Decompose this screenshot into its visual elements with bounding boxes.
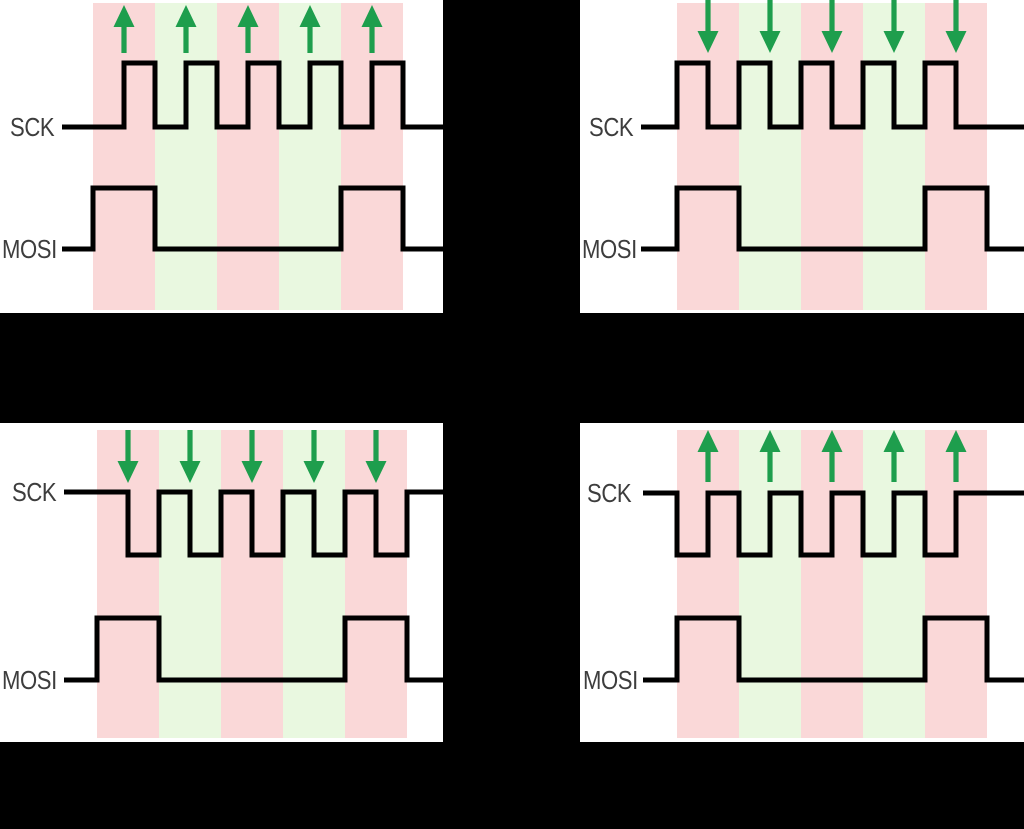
- sample-edge-arrow-down: [179, 430, 201, 483]
- timing-panel-bottom-right: SCK MOSI: [580, 423, 1024, 742]
- sck-waveform: [62, 60, 443, 130]
- sample-edge-arrow-up: [361, 5, 383, 53]
- sample-edge-arrow-up: [237, 5, 259, 53]
- sample-edge-arrow-up: [697, 430, 719, 482]
- sample-edge-arrow-down: [759, 0, 781, 53]
- waveform-canvas: [64, 430, 443, 738]
- bit-cell-band-green: [279, 3, 341, 310]
- waveform-canvas: [62, 3, 443, 310]
- sample-edge-arrow-up: [945, 430, 967, 482]
- sample-edge-arrow-down: [883, 0, 905, 53]
- sample-edge-arrow-up: [821, 430, 843, 482]
- mosi-label: MOSI: [2, 234, 57, 264]
- mosi-waveform: [641, 185, 1024, 252]
- sample-edge-arrow-down: [697, 0, 719, 53]
- sck-label: SCK: [587, 478, 632, 508]
- sck-waveform: [64, 489, 443, 558]
- sample-edge-arrow-down: [117, 430, 139, 483]
- sample-edge-arrow-up: [299, 5, 321, 53]
- sck-waveform: [641, 60, 1024, 130]
- sample-edge-arrow-down: [241, 430, 263, 483]
- sck-waveform: [643, 490, 1024, 558]
- bit-cell-band-green: [863, 3, 925, 310]
- mosi-label: MOSI: [2, 665, 57, 695]
- bit-cell-band-green: [155, 3, 217, 310]
- bit-cell-band-green: [739, 3, 801, 310]
- timing-panel-top-left: SCK MOSI: [0, 0, 443, 313]
- sample-edge-arrow-down: [365, 430, 387, 483]
- bit-cell-band-pink: [93, 3, 155, 310]
- sample-edge-arrow-up: [113, 5, 135, 53]
- sample-edge-arrow-down: [303, 430, 325, 483]
- sample-edge-arrow-up: [759, 430, 781, 482]
- bit-cell-band-pink: [925, 3, 987, 310]
- mosi-waveform: [62, 185, 443, 252]
- bit-cell-band-pink: [677, 3, 739, 310]
- sck-label: SCK: [12, 477, 57, 507]
- sample-edge-arrow-down: [945, 0, 967, 53]
- sck-label: SCK: [589, 112, 634, 142]
- timing-panel-bottom-left: SCK MOSI: [0, 423, 443, 742]
- sample-edge-arrow-up: [175, 5, 197, 53]
- mosi-label: MOSI: [582, 234, 637, 264]
- bit-cell-band-pink: [341, 3, 403, 310]
- mosi-label: MOSI: [583, 665, 638, 695]
- waveform-canvas: [641, 0, 1024, 310]
- bit-cell-band-pink: [801, 3, 863, 310]
- sample-edge-arrow-down: [821, 0, 843, 53]
- sck-label: SCK: [10, 112, 55, 142]
- waveform-canvas: [643, 430, 1024, 738]
- sample-edge-arrow-up: [883, 430, 905, 482]
- mosi-waveform: [643, 615, 1024, 683]
- timing-panel-top-right: SCK MOSI: [580, 0, 1024, 313]
- bit-cell-band-pink: [217, 3, 279, 310]
- mosi-waveform: [64, 615, 443, 683]
